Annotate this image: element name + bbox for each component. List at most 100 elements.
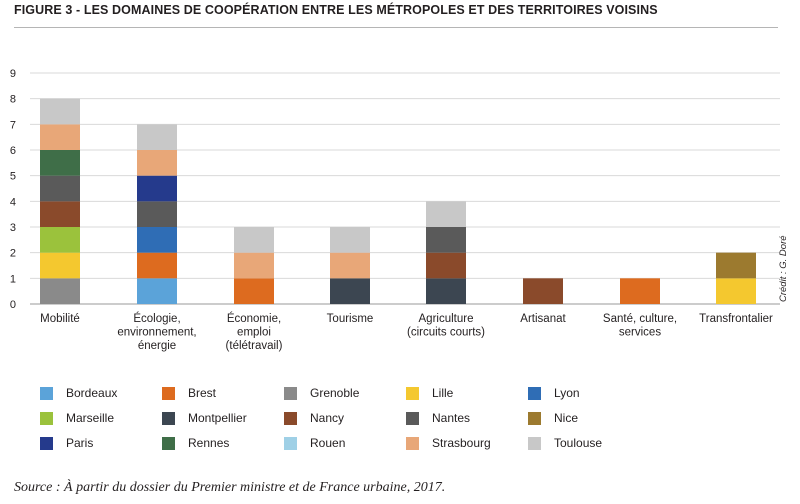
bar-segment-nantes bbox=[40, 175, 80, 202]
y-tick-label: 7 bbox=[10, 119, 16, 131]
legend-item-brest: Brest bbox=[162, 386, 216, 400]
legend-item-strasbourg: Strasbourg bbox=[406, 436, 491, 450]
y-tick-label: 0 bbox=[10, 299, 16, 311]
legend-item-nice: Nice bbox=[528, 411, 578, 425]
bar-segment-strasbourg bbox=[137, 150, 177, 176]
x-category-label: Mobilité bbox=[40, 313, 80, 325]
y-tick-label: 5 bbox=[10, 171, 16, 183]
legend-label: Nancy bbox=[310, 411, 345, 425]
y-axis-ticks: 0 1 2 3 4 5 6 7 8 9 bbox=[10, 68, 16, 311]
legend-label: Brest bbox=[188, 386, 217, 400]
legend-swatch bbox=[528, 411, 541, 425]
bar-segment-strasbourg bbox=[40, 124, 80, 150]
legend-swatch bbox=[528, 386, 541, 400]
stacked-bar-chart: 0 1 2 3 4 5 6 7 8 9 Mobilité Écologie, environnemen… bbox=[10, 68, 780, 352]
bar-segment-brest bbox=[137, 252, 177, 279]
bar-segment-nancy bbox=[523, 278, 563, 304]
bar-segment-bordeaux bbox=[137, 278, 177, 304]
legend-item-marseille: Marseille bbox=[40, 411, 114, 425]
legend-item-paris: Paris bbox=[40, 436, 93, 450]
legend-swatch bbox=[406, 411, 419, 425]
legend-label: Grenoble bbox=[310, 386, 360, 400]
bar-segment-lyon bbox=[137, 227, 177, 253]
photo-credit: Crédit : G. Doré bbox=[778, 235, 789, 302]
bar-segment-grenoble bbox=[40, 278, 80, 304]
bar-segment-toulouse bbox=[137, 124, 177, 150]
legend-item-bordeaux: Bordeaux bbox=[40, 386, 117, 400]
x-category-label: Agriculture (circuits courts) bbox=[407, 313, 485, 339]
legend-label: Strasbourg bbox=[432, 436, 491, 450]
bar-segment-montpellier bbox=[426, 278, 466, 304]
x-category-label: Écologie, environnement, énergie bbox=[117, 312, 196, 352]
legend-label: Rennes bbox=[188, 436, 230, 450]
bar-segment-lille bbox=[40, 252, 80, 279]
y-tick-label: 9 bbox=[10, 68, 16, 80]
legend-item-rennes: Rennes bbox=[162, 436, 229, 450]
y-tick-label: 6 bbox=[10, 145, 16, 157]
bar-segment-brest bbox=[234, 278, 274, 304]
legend-swatch bbox=[162, 386, 175, 400]
legend-swatch bbox=[406, 386, 419, 400]
legend-label: Toulouse bbox=[554, 436, 603, 450]
legend-item-rouen: Rouen bbox=[284, 436, 345, 450]
legend-item-lille: Lille bbox=[406, 386, 453, 400]
bar-segment-toulouse bbox=[426, 201, 466, 227]
legend-label: Marseille bbox=[66, 411, 115, 425]
bar-segment-toulouse bbox=[330, 227, 370, 253]
legend-swatch bbox=[528, 436, 541, 450]
bar-segment-toulouse bbox=[40, 98, 80, 125]
y-tick-label: 8 bbox=[10, 94, 16, 106]
legend-swatch bbox=[162, 436, 175, 450]
legend-item-grenoble: Grenoble bbox=[284, 386, 359, 400]
legend-item-lyon: Lyon bbox=[528, 386, 580, 400]
y-tick-label: 1 bbox=[10, 273, 16, 285]
x-category-label: Transfrontalier bbox=[699, 313, 773, 325]
bar-segment-nice bbox=[716, 252, 756, 279]
bar-segment-rennes bbox=[40, 150, 80, 176]
legend-swatch bbox=[40, 386, 53, 400]
legend-label: Rouen bbox=[310, 436, 346, 450]
figure-title: FIGURE 3 - LES DOMAINES DE COOPÉRATION E… bbox=[14, 3, 658, 17]
bar-segment-brest bbox=[620, 278, 660, 304]
y-tick-label: 2 bbox=[10, 248, 16, 260]
y-tick-label: 3 bbox=[10, 222, 16, 234]
legend-swatch bbox=[406, 436, 419, 450]
x-axis-labels: Mobilité Écologie, environnement, énergie Éc… bbox=[40, 312, 773, 352]
legend-label: Bordeaux bbox=[66, 386, 118, 400]
bar-segment-paris bbox=[137, 175, 177, 202]
legend-item-montpellier: Montpellier bbox=[162, 411, 247, 425]
legend-swatch bbox=[162, 411, 175, 425]
bar-segment-nancy bbox=[426, 252, 466, 279]
bar-segment-montpellier bbox=[330, 278, 370, 304]
legend-item-nancy: Nancy bbox=[284, 411, 344, 425]
bar-segment-toulouse bbox=[234, 227, 274, 253]
legend-label: Montpellier bbox=[188, 411, 247, 425]
legend-label: Nantes bbox=[432, 411, 471, 425]
x-category-label: Économie, emploi (télétravail) bbox=[226, 312, 283, 352]
source-note: Source : À partir du dossier du Premier … bbox=[14, 480, 446, 495]
title-divider bbox=[14, 27, 778, 28]
bar-segment-nancy bbox=[40, 201, 80, 227]
legend-label: Lille bbox=[432, 386, 454, 400]
x-category-label: Artisanat bbox=[520, 313, 566, 325]
legend-swatch bbox=[40, 411, 53, 425]
bar-segment-strasbourg bbox=[234, 252, 274, 279]
legend-swatch bbox=[284, 411, 297, 425]
legend-label: Paris bbox=[66, 436, 94, 450]
bar-segment-lille bbox=[716, 278, 756, 304]
bar-segment-nantes bbox=[137, 201, 177, 227]
x-category-label: Tourisme bbox=[327, 313, 374, 325]
bar-segment-marseille bbox=[40, 227, 80, 253]
x-category-label: Santé, culture, services bbox=[603, 313, 677, 339]
legend-item-toulouse: Toulouse bbox=[528, 436, 602, 450]
legend-item-nantes: Nantes bbox=[406, 411, 470, 425]
bar-segment-strasbourg bbox=[330, 252, 370, 279]
legend-label: Lyon bbox=[554, 386, 580, 400]
legend-swatch bbox=[284, 436, 297, 450]
bars bbox=[40, 98, 756, 304]
legend-swatch bbox=[284, 386, 297, 400]
bar-segment-nantes bbox=[426, 227, 466, 253]
legend-label: Nice bbox=[554, 411, 579, 425]
y-tick-label: 4 bbox=[10, 196, 16, 208]
legend-swatch bbox=[40, 436, 53, 450]
